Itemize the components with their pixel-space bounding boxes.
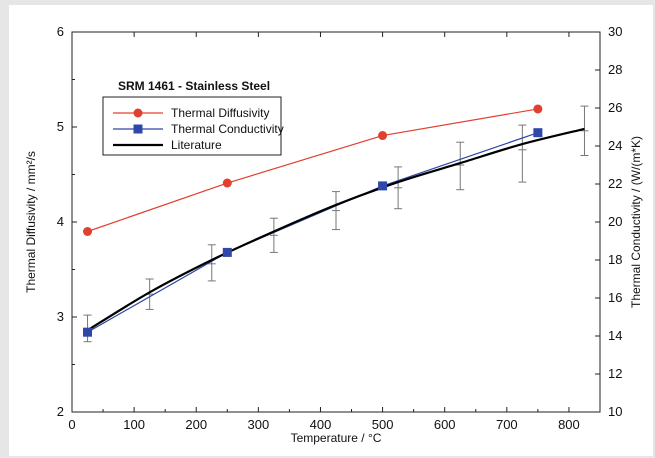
x-tick-label: 700 xyxy=(496,417,518,432)
point-thermal-conductivity xyxy=(222,247,232,257)
point-thermal-conductivity xyxy=(533,128,543,138)
x-tick-label: 800 xyxy=(558,417,580,432)
y-right-axis-ticks: 10 12 14 16 18 20 22 24 26 28 30 xyxy=(595,24,622,419)
y-right-tick-label: 12 xyxy=(608,366,622,381)
x-tick-label: 200 xyxy=(185,417,207,432)
error-bars xyxy=(83,105,589,343)
legend: SRM 1461 - Stainless Steel Thermal Diffu… xyxy=(102,79,284,156)
y-right-tick-label: 20 xyxy=(608,214,622,229)
point-thermal-conductivity xyxy=(378,181,388,191)
series-line-thermal-diffusivity xyxy=(87,108,538,233)
y-right-axis-label: Thermal Conductivity / (W/(m*K) xyxy=(629,136,643,308)
legend-label-literature: Literature xyxy=(171,138,222,152)
y-left-tick-label: 5 xyxy=(57,119,64,134)
x-tick-label: 400 xyxy=(310,417,332,432)
y-left-tick-label: 3 xyxy=(57,309,64,324)
y-right-tick-label: 30 xyxy=(608,24,622,39)
x-tick-label: 0 xyxy=(68,417,75,432)
legend-marker-thermal-diffusivity xyxy=(133,108,143,118)
legend-label-thermal-diffusivity: Thermal Diffusivity xyxy=(171,106,269,120)
x-axis-label: Temperature / °C xyxy=(291,431,382,445)
legend-label-thermal-conductivity: Thermal Conductivity xyxy=(171,122,284,136)
y-right-tick-label: 26 xyxy=(608,100,622,115)
y-right-tick-label: 28 xyxy=(608,62,622,77)
y-left-axis-ticks: 2 3 4 5 6 xyxy=(57,24,77,419)
point-thermal-diffusivity xyxy=(533,104,543,114)
y-left-tick-label: 6 xyxy=(57,24,64,39)
series-markers xyxy=(83,104,543,337)
y-left-axis-label: Thermal Diffusivity / mm²/s xyxy=(24,151,38,293)
dual-axis-line-chart: 0 100 200 300 400 500 600 700 800 2 3 4 5 6 10 12 14 16… xyxy=(24,24,643,445)
point-thermal-diffusivity xyxy=(222,178,232,188)
point-thermal-diffusivity xyxy=(378,131,388,141)
point-thermal-diffusivity xyxy=(83,227,93,236)
chart-title: SRM 1461 - Stainless Steel xyxy=(118,79,270,93)
y-right-tick-label: 14 xyxy=(608,328,622,343)
y-left-tick-label: 2 xyxy=(57,404,64,419)
x-tick-label: 600 xyxy=(434,417,456,432)
y-right-tick-label: 18 xyxy=(608,252,622,267)
y-right-tick-label: 16 xyxy=(608,290,622,305)
series-line-literature xyxy=(86,127,585,332)
y-left-tick-label: 4 xyxy=(57,214,64,229)
x-tick-label: 100 xyxy=(123,417,145,432)
series-lines xyxy=(86,108,585,333)
legend-marker-thermal-conductivity xyxy=(133,124,143,134)
point-thermal-conductivity xyxy=(83,327,93,337)
series-line-thermal-conductivity xyxy=(87,132,539,333)
chart-panel: 0 100 200 300 400 500 600 700 800 2 3 4 5 6 10 12 14 16… xyxy=(9,5,653,456)
x-tick-label: 300 xyxy=(248,417,270,432)
y-right-tick-label: 24 xyxy=(608,138,622,153)
y-right-tick-label: 22 xyxy=(608,176,622,191)
x-axis-ticks: 0 100 200 300 400 500 600 700 800 xyxy=(68,32,580,432)
y-right-tick-label: 10 xyxy=(608,404,622,419)
x-tick-label: 500 xyxy=(372,417,394,432)
